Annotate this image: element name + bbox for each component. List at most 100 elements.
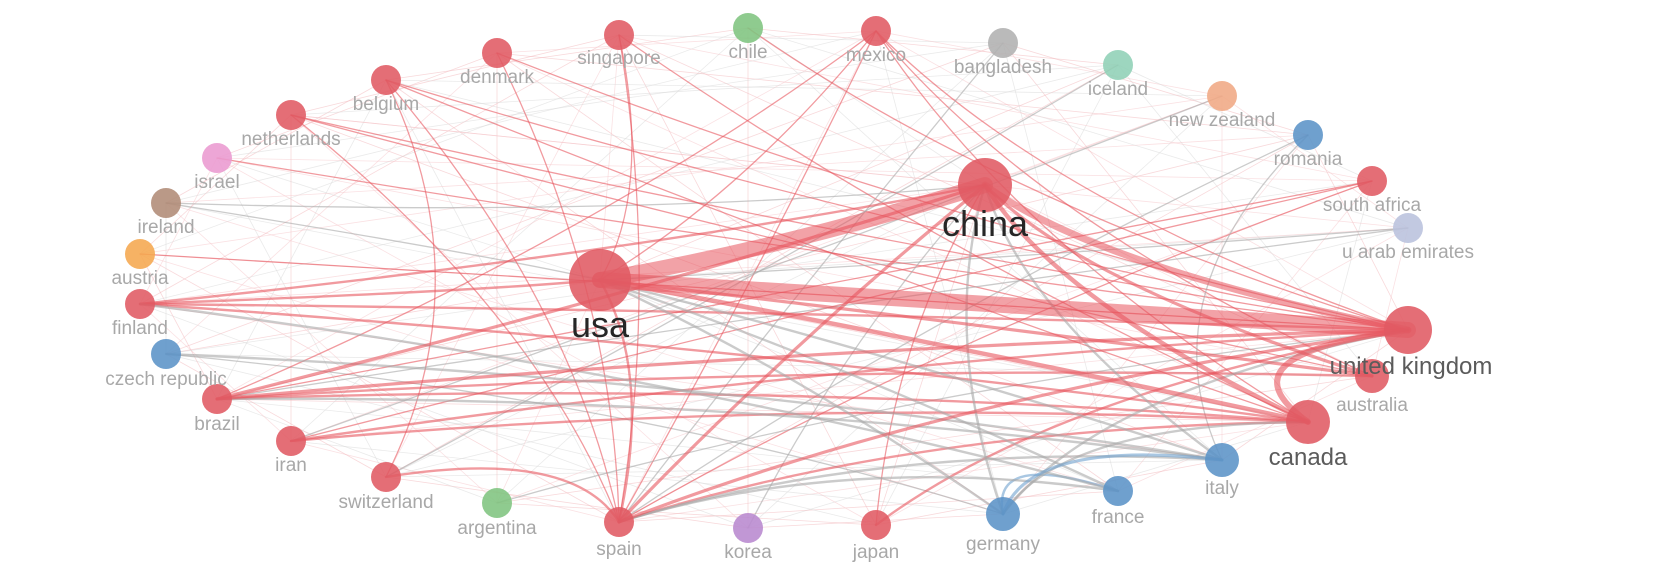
node-austria[interactable] <box>125 239 155 269</box>
edge-mexico-united_kingdom <box>875 30 1409 331</box>
label-iran: iran <box>275 455 307 476</box>
background-link <box>165 30 877 204</box>
background-link <box>496 279 601 504</box>
background-link <box>496 42 1004 504</box>
background-link <box>139 184 986 305</box>
node-china[interactable] <box>958 158 1012 212</box>
node-finland[interactable] <box>125 289 155 319</box>
node-france[interactable] <box>1103 476 1133 506</box>
node-italy[interactable] <box>1205 443 1239 477</box>
edge-spain-canada <box>617 420 1310 524</box>
label-ireland: ireland <box>137 217 194 238</box>
background-link <box>139 303 749 529</box>
background-link <box>385 476 749 529</box>
background-link <box>385 79 620 523</box>
background-link <box>139 157 218 305</box>
node-usa[interactable] <box>569 249 631 311</box>
edge-usa-united_kingdom <box>592 272 1416 338</box>
node-iran[interactable] <box>276 426 306 456</box>
label-romania: romania <box>1274 149 1343 170</box>
background-link <box>1371 227 1409 377</box>
label-germany: germany <box>966 534 1040 555</box>
node-denmark[interactable] <box>482 38 512 68</box>
node-canada[interactable] <box>1286 400 1330 444</box>
label-switzerland: switzerland <box>338 492 433 513</box>
edge-mexico-spain <box>618 30 877 523</box>
label-canada: canada <box>1269 444 1348 471</box>
node-singapore[interactable] <box>604 20 634 50</box>
background-link <box>1002 42 1309 136</box>
edge-finland-canada <box>138 302 1310 424</box>
edge-japan-china <box>875 184 986 526</box>
edge-finland-usa <box>138 278 602 306</box>
node-spain[interactable] <box>604 507 634 537</box>
background-link <box>1002 42 1119 492</box>
node-chile[interactable] <box>733 13 763 43</box>
node-new-zealand[interactable] <box>1207 81 1237 111</box>
background-link <box>875 227 1409 526</box>
edge-germany-usa <box>598 278 1005 516</box>
label-australia: australia <box>1336 395 1408 416</box>
background-link <box>496 375 1373 504</box>
label-japan: japan <box>852 542 900 563</box>
background-link <box>385 227 1409 478</box>
node-brazil[interactable] <box>202 384 232 414</box>
node-bangladesh[interactable] <box>988 28 1018 58</box>
edge-finland-china <box>138 183 987 306</box>
node-netherlands[interactable] <box>276 100 306 130</box>
node-australia[interactable] <box>1355 359 1389 393</box>
background-link <box>599 227 1409 281</box>
background-link <box>165 279 601 355</box>
edge-spain-united_kingdom <box>617 328 1410 524</box>
background-link <box>599 34 620 281</box>
node-united-kingdom[interactable] <box>1384 306 1432 354</box>
node-czech-republic[interactable] <box>151 339 181 369</box>
node-iceland[interactable] <box>1103 50 1133 80</box>
node-belgium[interactable] <box>371 65 401 95</box>
node-u-arab-emirates[interactable] <box>1393 213 1423 243</box>
label-spain: spain <box>596 539 641 560</box>
label-mexico: mexico <box>846 45 906 66</box>
background-link <box>618 34 877 526</box>
node-ireland[interactable] <box>151 188 181 218</box>
background-link <box>618 134 1309 523</box>
background-link <box>139 303 292 442</box>
background-link <box>875 30 1409 331</box>
background-link <box>1002 42 1309 423</box>
label-netherlands: netherlands <box>241 129 340 150</box>
node-germany[interactable] <box>986 497 1020 531</box>
node-japan[interactable] <box>861 510 891 540</box>
background-link <box>747 27 1119 66</box>
node-south-africa[interactable] <box>1357 166 1387 196</box>
background-link <box>216 79 387 400</box>
node-switzerland[interactable] <box>371 462 401 492</box>
label-chile: chile <box>728 42 767 63</box>
background-link <box>216 42 1004 159</box>
node-mexico[interactable] <box>861 16 891 46</box>
background-link <box>385 459 1223 478</box>
background-link <box>618 30 877 523</box>
nodes-layer <box>125 13 1432 543</box>
background-link <box>747 329 1409 529</box>
background-link <box>139 114 292 255</box>
node-argentina[interactable] <box>482 488 512 518</box>
node-romania[interactable] <box>1293 120 1323 150</box>
background-link <box>165 134 1309 204</box>
edge-france-spain <box>617 476 1120 524</box>
background-link <box>290 34 620 116</box>
background-link <box>139 303 1223 461</box>
edge-u_arab_emirates-brazil <box>216 227 1409 400</box>
node-korea[interactable] <box>733 513 763 543</box>
edge-usa-canada <box>597 277 1311 425</box>
label-austria: austria <box>111 268 168 289</box>
label-singapore: singapore <box>577 48 660 69</box>
background-link <box>139 253 218 400</box>
background-link <box>618 490 1119 523</box>
background-link <box>139 27 749 255</box>
background-link <box>385 184 986 478</box>
edge-czech_republic-italy <box>164 352 1224 462</box>
background-link <box>875 64 1119 526</box>
edge-germany-china <box>965 183 1005 516</box>
node-israel[interactable] <box>202 143 232 173</box>
